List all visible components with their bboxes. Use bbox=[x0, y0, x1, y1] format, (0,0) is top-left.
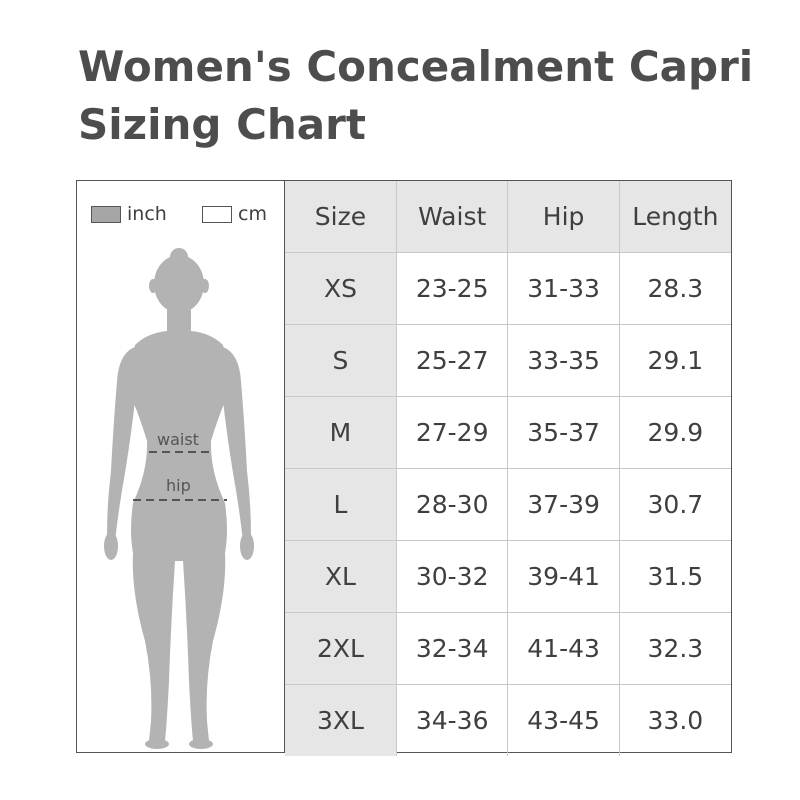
unit-option-cm[interactable]: cm bbox=[202, 201, 267, 227]
length-cell: 31.5 bbox=[618, 540, 731, 613]
waist-cell: 32-34 bbox=[395, 612, 509, 685]
sizing-chart: inch cm bbox=[76, 180, 732, 756]
body-figure-panel: inch cm bbox=[77, 181, 285, 752]
size-cell: 2XL bbox=[285, 612, 397, 685]
unit-option-inch[interactable]: inch bbox=[91, 201, 167, 227]
title-line-1: Women's Concealment Capri bbox=[78, 42, 754, 91]
cm-label: cm bbox=[238, 203, 267, 225]
length-cell: 29.1 bbox=[618, 324, 731, 397]
size-cell: L bbox=[285, 468, 397, 541]
size-cell: 3XL bbox=[285, 684, 397, 756]
table-row: M 27-29 35-37 29.9 bbox=[285, 396, 731, 469]
female-body-silhouette-icon: waist hip bbox=[104, 248, 254, 749]
table-row: 2XL 32-34 41-43 32.3 bbox=[285, 612, 731, 685]
size-cell: XL bbox=[285, 540, 397, 613]
length-cell: 30.7 bbox=[618, 468, 731, 541]
hip-cell: 39-41 bbox=[507, 540, 620, 613]
table-row: 3XL 34-36 43-45 33.0 bbox=[285, 684, 731, 756]
table-row: S 25-27 33-35 29.1 bbox=[285, 324, 731, 397]
header-waist: Waist bbox=[395, 181, 509, 253]
length-cell: 33.0 bbox=[618, 684, 731, 756]
hip-cell: 35-37 bbox=[507, 396, 620, 469]
table-row: XS 23-25 31-33 28.3 bbox=[285, 252, 731, 325]
size-cell: XS bbox=[285, 252, 397, 325]
inch-label: inch bbox=[127, 203, 167, 225]
waist-cell: 27-29 bbox=[395, 396, 509, 469]
header-length: Length bbox=[618, 181, 731, 253]
size-table: Size Waist Hip Length XS 23-25 31-33 28.… bbox=[285, 181, 731, 756]
waist-cell: 25-27 bbox=[395, 324, 509, 397]
waist-cell: 28-30 bbox=[395, 468, 509, 541]
cm-swatch bbox=[202, 205, 232, 223]
unit-legend: inch cm bbox=[91, 201, 281, 227]
page-title: Women's Concealment Capri Sizing Chart bbox=[78, 38, 778, 154]
length-cell: 28.3 bbox=[618, 252, 731, 325]
inch-swatch bbox=[91, 205, 121, 223]
title-line-2: Sizing Chart bbox=[78, 100, 366, 149]
header-size: Size bbox=[285, 181, 397, 253]
hip-label: hip bbox=[166, 476, 191, 495]
size-cell: S bbox=[285, 324, 397, 397]
hip-cell: 37-39 bbox=[507, 468, 620, 541]
table-row: XL 30-32 39-41 31.5 bbox=[285, 540, 731, 613]
waist-cell: 34-36 bbox=[395, 684, 509, 756]
size-cell: M bbox=[285, 396, 397, 469]
hip-cell: 31-33 bbox=[507, 252, 620, 325]
table-row: L 28-30 37-39 30.7 bbox=[285, 468, 731, 541]
header-hip: Hip bbox=[507, 181, 620, 253]
waist-label: waist bbox=[157, 430, 199, 449]
table-header-row: Size Waist Hip Length bbox=[285, 181, 731, 253]
length-cell: 29.9 bbox=[618, 396, 731, 469]
hip-cell: 33-35 bbox=[507, 324, 620, 397]
hip-cell: 41-43 bbox=[507, 612, 620, 685]
waist-cell: 30-32 bbox=[395, 540, 509, 613]
waist-cell: 23-25 bbox=[395, 252, 509, 325]
hip-cell: 43-45 bbox=[507, 684, 620, 756]
length-cell: 32.3 bbox=[618, 612, 731, 685]
